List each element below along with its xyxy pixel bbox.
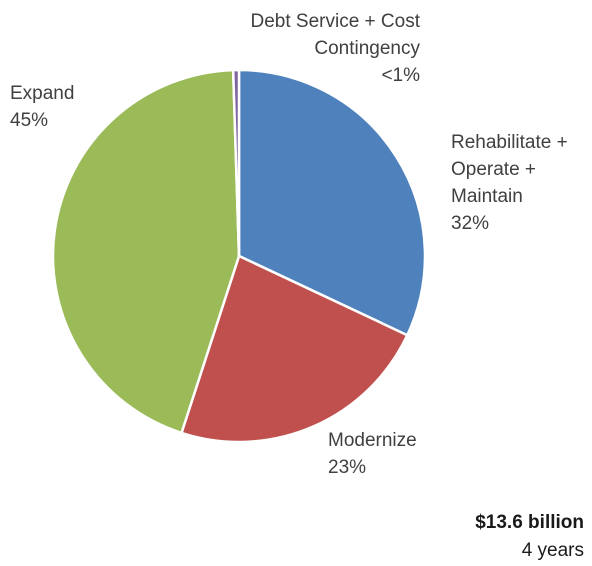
total-summary: $13.6 billion 4 years	[475, 509, 584, 565]
slice-label-rehabilitate: Rehabilitate + Operate + Maintain 32%	[451, 129, 591, 237]
slice-label-expand: Expand 45%	[10, 80, 74, 134]
slice-pct-rehab: 32%	[451, 213, 490, 234]
slice-label-debt-service: Debt Service + Cost Contingency <1%	[200, 8, 421, 89]
slice-label-rehab-line1: Rehabilitate +	[451, 132, 568, 153]
slice-label-rehab-line3: Maintain	[451, 186, 523, 207]
slice-label-modernize: Modernize 23%	[328, 427, 417, 481]
slice-label-expand-name: Expand	[10, 83, 75, 104]
pie-slice-rehabilitate-operate-maintain	[237, 68, 427, 337]
pie-slice-modernize	[180, 254, 409, 444]
slice-pct-debt: <1%	[381, 65, 420, 86]
pie-slice-debt-service-cost-contingency	[231, 68, 241, 258]
slice-label-debt-line1: Debt Service + Cost	[250, 11, 421, 32]
total-period: 4 years	[521, 540, 584, 561]
slice-pct-expand: 45%	[10, 110, 49, 131]
slice-label-debt-line2: Contingency	[314, 38, 420, 59]
slice-pct-modernize: 23%	[328, 457, 367, 478]
total-amount: $13.6 billion	[475, 512, 584, 533]
slice-label-rehab-line2: Operate +	[451, 159, 537, 180]
slice-label-modernize-name: Modernize	[328, 430, 417, 451]
pie-slice-expand	[51, 68, 241, 435]
